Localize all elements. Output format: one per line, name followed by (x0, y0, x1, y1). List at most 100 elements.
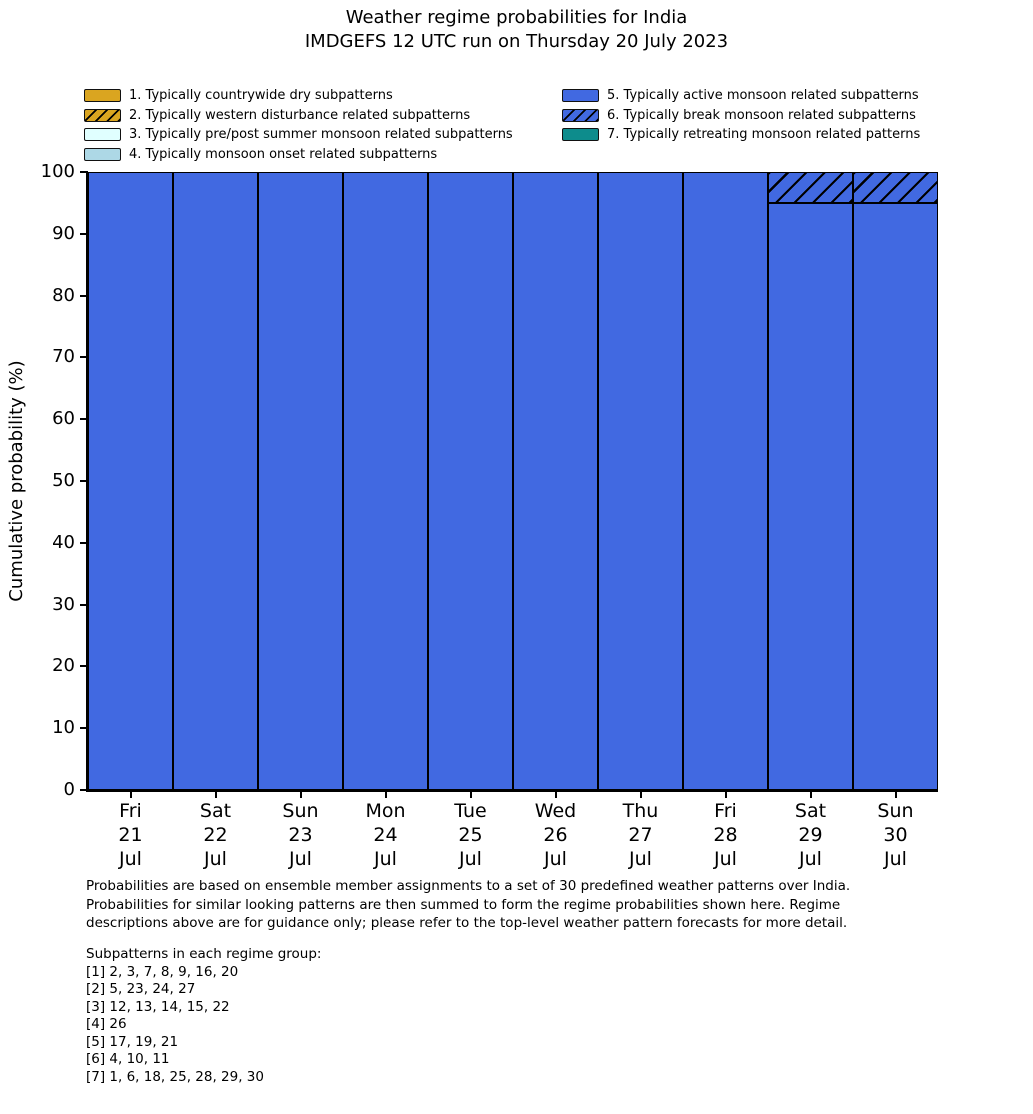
subpatterns-heading: Subpatterns in each regime group: (86, 946, 322, 962)
bar-segment-hatched (853, 172, 938, 203)
x-tick-label-line1: Tue (454, 800, 487, 822)
subpattern-group-line: [6] 4, 10, 11 (86, 1051, 170, 1067)
x-tick-label-line3: Jul (289, 848, 312, 870)
bar-segment (343, 172, 428, 790)
swatch-icon (84, 89, 121, 103)
subpattern-group-line: [7] 1, 6, 18, 25, 28, 29, 30 (86, 1068, 264, 1085)
legend-item: 1. Typically countrywide dry subpatterns (84, 86, 513, 106)
x-tick-mark (724, 790, 727, 798)
legend-item-label: 7. Typically retreating monsoon related … (607, 127, 921, 143)
y-tick-label: 60 (52, 408, 75, 430)
x-tick-label-line1: Sun (877, 800, 914, 822)
x-tick-label-line2: 23 (288, 824, 313, 846)
chart-title-line1: Weather regime probabilities for India (345, 7, 688, 28)
legend: 1. Typically countrywide dry subpatterns… (0, 86, 1033, 166)
bar-segment (598, 172, 683, 790)
swatch-icon (562, 89, 599, 103)
x-tick-label-line3: Jul (204, 848, 227, 870)
swatch-icon (84, 148, 121, 162)
x-tick-label-line3: Jul (714, 848, 737, 870)
x-tick-label-line1: Sat (794, 800, 827, 822)
subpattern-group-line: [5] 17, 19, 21 (86, 1033, 179, 1050)
legend-item-label: 2. Typically western disturbance related… (129, 107, 471, 123)
x-tick-label-line2: 21 (118, 824, 143, 846)
chart-title: Weather regime probabilities for India I… (0, 6, 1033, 54)
legend-item: 4. Typically monsoon onset related subpa… (84, 145, 513, 165)
x-tick-label: Sun 23 Jul (258, 799, 343, 871)
legend-item-label: 5. Typically active monsoon related subp… (607, 88, 919, 104)
x-tick-label-line1: Mon (365, 800, 406, 822)
x-tick-mark (384, 790, 387, 798)
x-tick-label: Fri 28 Jul (683, 799, 768, 871)
swatch-icon (562, 128, 599, 142)
bar-segment (683, 172, 768, 790)
legend-item-label: 4. Typically monsoon onset related subpa… (129, 147, 438, 163)
bar-sat-22 (173, 172, 258, 790)
legend-item-label: 3. Typically pre/post summer monsoon rel… (129, 127, 513, 143)
x-tick-label-line3: Jul (119, 848, 142, 870)
x-tick-label: Wed 26 Jul (513, 799, 598, 871)
bar-wed-26 (513, 172, 598, 790)
x-axis: Fri 21 Jul Sat 22 Jul Sun 23 Jul Mon 24 Jul Tue 25 Jul… (88, 790, 938, 880)
x-tick-label-line2: 29 (798, 824, 823, 846)
y-tick-mark (80, 727, 88, 730)
x-tick-mark (214, 790, 217, 798)
y-tick-mark (80, 418, 88, 421)
y-tick-label: 50 (52, 470, 75, 491)
x-tick-label-line3: Jul (884, 848, 907, 870)
x-tick-mark (554, 790, 557, 798)
y-tick-mark (80, 665, 88, 668)
x-tick-label: Thu 27 Jul (598, 799, 683, 871)
x-tick-label: Fri 21 Jul (88, 799, 173, 871)
legend-item: 7. Typically retreating monsoon related … (562, 125, 920, 145)
subpattern-group-line: [1] 2, 3, 7, 8, 9, 16, 20 (86, 963, 239, 980)
y-tick-label: 80 (52, 284, 75, 306)
y-tick-mark (80, 356, 88, 359)
subpattern-group-line: [3] 12, 13, 14, 15, 22 (86, 998, 230, 1015)
y-tick-mark (80, 789, 88, 791)
x-tick-label: Tue 25 Jul (428, 799, 513, 871)
bar-segment (513, 172, 598, 790)
y-tick-mark (80, 603, 88, 606)
y-tick-label: 0 (63, 779, 75, 800)
x-tick-label-line3: Jul (374, 848, 397, 870)
x-tick-label: Mon 24 Jul (343, 799, 428, 871)
x-tick-mark (129, 790, 132, 798)
bar-segment (853, 202, 938, 790)
x-tick-mark (299, 790, 302, 798)
hatched-swatch-icon (84, 108, 121, 122)
x-tick-label-line2: 24 (373, 824, 398, 846)
y-tick-label: 70 (52, 346, 75, 368)
bar-segment (88, 172, 173, 790)
y-axis-ticks: 0 10 20 30 40 50 60 70 80 90 100 (0, 161, 88, 800)
x-tick-label: Sat 29 Jul (768, 799, 853, 871)
legend-item: 5. Typically active monsoon related subp… (562, 86, 920, 106)
y-tick-mark (80, 171, 88, 173)
y-tick-label: 20 (52, 655, 75, 677)
x-tick-mark (469, 790, 472, 798)
y-tick-mark (80, 541, 88, 544)
subpattern-group-line: [4] 26 (86, 1016, 127, 1032)
legend-column-right: 5. Typically active monsoon related subp… (562, 86, 920, 145)
swatch-icon (84, 128, 121, 142)
x-tick-label-line1: Sun (282, 800, 319, 822)
x-tick-label-line1: Fri (119, 800, 142, 822)
bar-sun-30 (853, 172, 938, 790)
footnote-line: Probabilities are based on ensemble memb… (86, 878, 851, 894)
subpatterns-list: [1] 2, 3, 7, 8, 9, 16, 20 [2] 5, 23, 24, … (86, 964, 686, 1087)
bar-fri-21 (88, 172, 173, 790)
y-tick-label: 90 (52, 222, 75, 244)
bar-segment (768, 202, 853, 790)
x-tick-label-line2: 25 (458, 824, 483, 846)
x-tick-label-line2: 30 (883, 824, 908, 846)
footnote-line: descriptions above are for guidance only… (86, 915, 848, 931)
bar-segment-hatched (768, 172, 853, 203)
footnote-line: Probabilities for similar looking patter… (86, 896, 841, 913)
x-tick-label-line3: Jul (799, 848, 822, 870)
legend-item-label: 1. Typically countrywide dry subpatterns (129, 88, 393, 104)
y-tick-mark (80, 232, 88, 235)
legend-column-left: 1. Typically countrywide dry subpatterns… (84, 86, 513, 164)
chart-title-line2: IMDGEFS 12 UTC run on Thursday 20 July 2… (304, 31, 729, 52)
bar-thu-27 (598, 172, 683, 790)
